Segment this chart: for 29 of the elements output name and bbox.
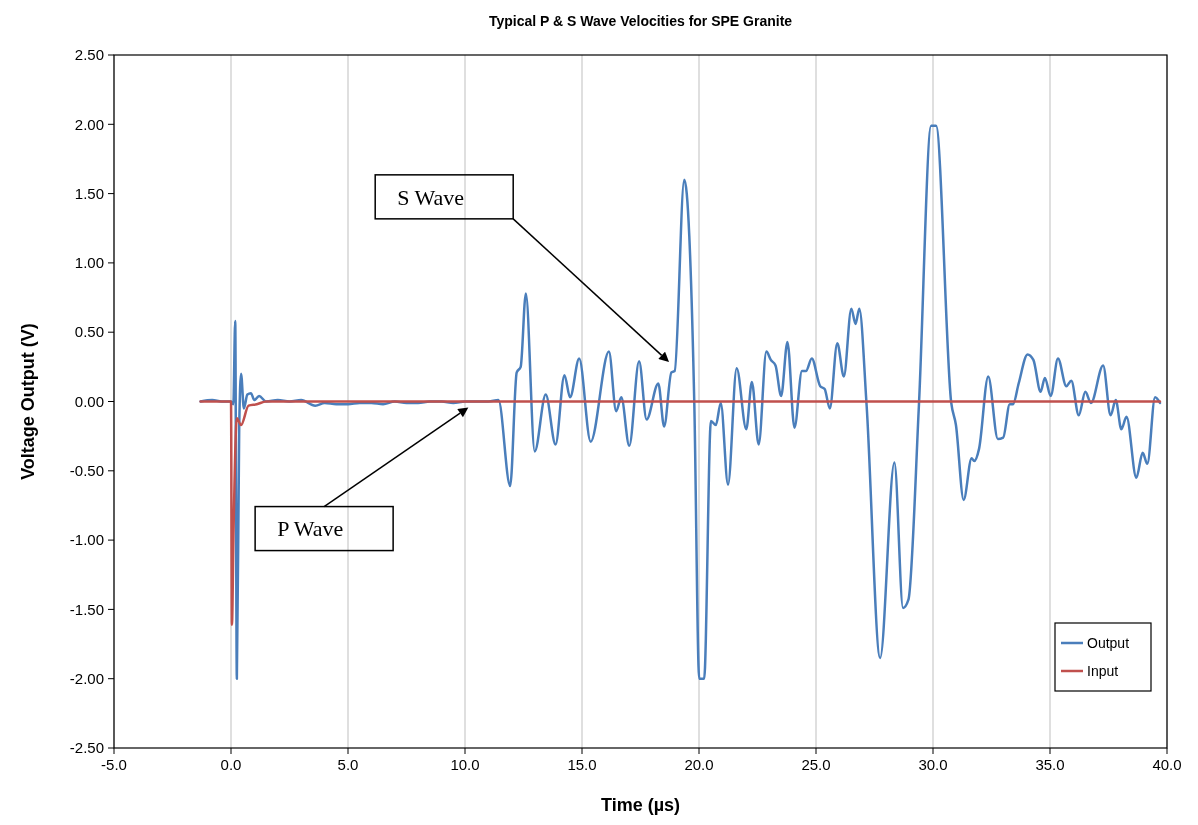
x-tick-label: 40.0 — [1152, 756, 1182, 773]
y-tick-label: -1.50 — [69, 600, 104, 618]
x-tick-label: 15.0 — [567, 756, 597, 773]
x-tick-label: 20.0 — [684, 756, 714, 773]
x-axis-title: Time (µs) — [600, 795, 681, 815]
annotation: P Wave — [277, 516, 344, 542]
y-tick-label: 1.00 — [74, 254, 104, 272]
x-tick-label: -5.0 — [101, 756, 127, 773]
y-tick-label: 2.00 — [74, 115, 104, 133]
x-tick-label: 25.0 — [801, 756, 831, 773]
y-tick-label: 1.50 — [74, 184, 104, 202]
x-tick-label: 0.0 — [220, 756, 242, 773]
legend-label: Input — [1087, 662, 1119, 679]
y-tick-label: -0.50 — [69, 462, 104, 480]
y-tick-label: -2.50 — [69, 739, 104, 757]
x-tick-label: 35.0 — [1035, 756, 1065, 773]
y-tick-label: 2.50 — [74, 46, 104, 64]
y-axis-title: Voltage Output (V) — [18, 323, 38, 480]
chart-title: Typical P & S Wave Velocities for SPE Granite — [488, 13, 793, 29]
y-tick-label: -1.00 — [69, 531, 104, 549]
line-series — [199, 400, 1162, 626]
annotation: S Wave — [397, 184, 465, 210]
y-tick-label: 0.50 — [74, 323, 104, 341]
y-tick-label: 0.00 — [74, 392, 104, 410]
x-tick-label: 10.0 — [450, 756, 480, 773]
y-tick-label: -2.00 — [69, 669, 104, 687]
x-tick-label: 5.0 — [337, 756, 359, 773]
x-tick-label: 30.0 — [918, 756, 948, 773]
legend-label: Output — [1087, 634, 1130, 651]
